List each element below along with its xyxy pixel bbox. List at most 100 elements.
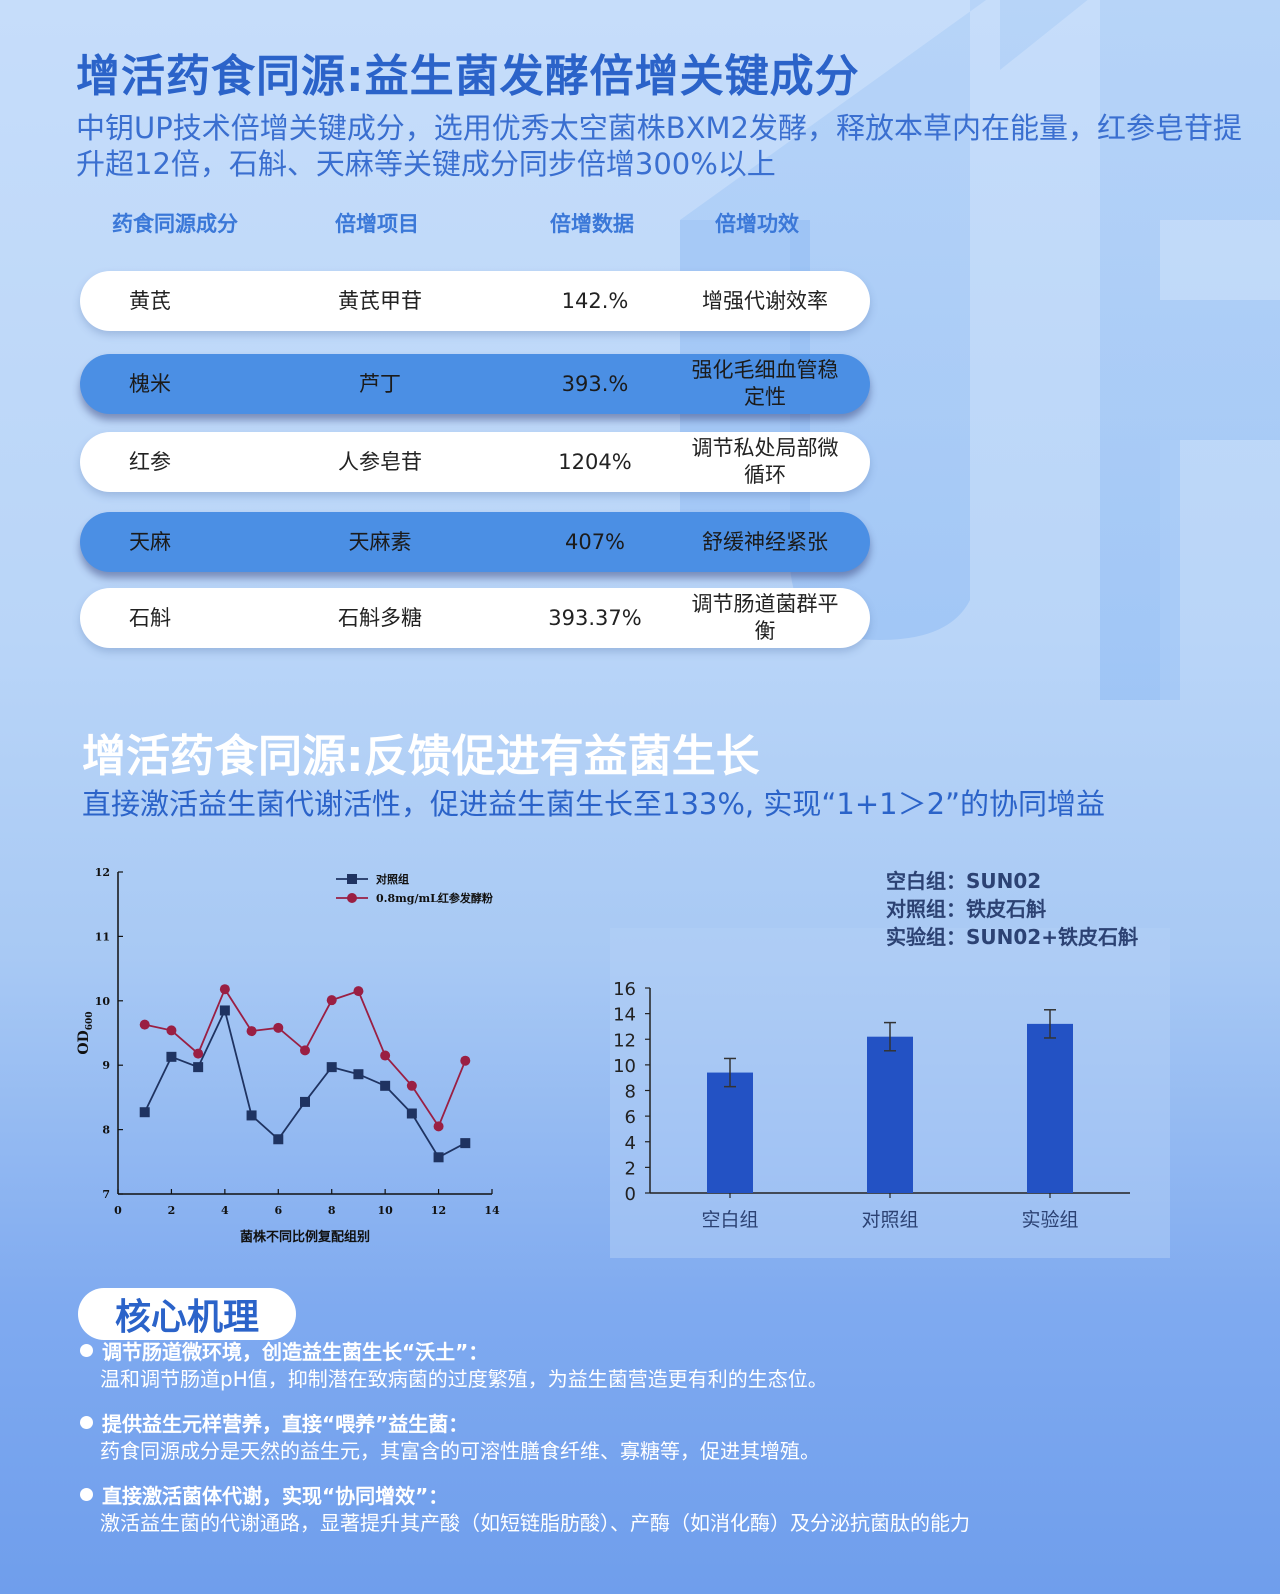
data-point bbox=[406, 1108, 417, 1119]
y-tick-label: 10 bbox=[613, 1056, 636, 1077]
data-point bbox=[460, 1055, 471, 1066]
y-axis-label: OD600 bbox=[76, 1011, 95, 1054]
y-tick-label: 11 bbox=[95, 930, 110, 943]
data-point bbox=[166, 1025, 177, 1036]
y-tick-label: 10 bbox=[95, 995, 111, 1008]
x-tick-label: 8 bbox=[328, 1204, 336, 1217]
y-tick-label: 12 bbox=[95, 868, 110, 879]
data-point bbox=[193, 1048, 204, 1059]
mechanism-item-desc: 药食同源成分是天然的益生元，其富含的可溶性膳食纤维、寡糖等，促进其增殖。 bbox=[100, 1439, 820, 1463]
bullet-dot-icon bbox=[80, 1343, 93, 1357]
legend-label: 0.8mg/mL红参发酵粉 bbox=[376, 891, 493, 905]
series-line bbox=[143, 1007, 466, 1159]
legend-marker bbox=[347, 893, 357, 903]
row-item: 石斛多糖 bbox=[338, 605, 422, 630]
y-tick-label: 8 bbox=[625, 1082, 636, 1103]
bullet-dot-icon bbox=[80, 1415, 93, 1429]
data-point bbox=[300, 1096, 310, 1107]
legend-line-text: 空白组：SUN02 bbox=[886, 869, 1041, 893]
bar bbox=[707, 1072, 753, 1193]
y-tick-label: 8 bbox=[102, 1124, 110, 1137]
section2-title: 增活药食同源:反馈促进有益菌生长 bbox=[82, 731, 760, 782]
data-point bbox=[219, 1005, 230, 1016]
x-axis-label: 菌株不同比例复配组别 bbox=[240, 1229, 370, 1245]
row-value: 1204% bbox=[558, 449, 632, 474]
row-ingredient: 红参 bbox=[129, 449, 171, 474]
x-tick-label: 10 bbox=[377, 1204, 393, 1217]
x-tick-label: 6 bbox=[274, 1204, 282, 1217]
data-point bbox=[433, 1152, 444, 1163]
mechanism-item: 直接激活菌体代谢，实现“协同增效”： 激活益生菌的代谢通路，显著提升其产酸（如短… bbox=[80, 1480, 1200, 1538]
row-effect: 调节私处局部微循环 bbox=[691, 436, 839, 487]
y-tick-label: 14 bbox=[613, 1005, 636, 1026]
section2-subtitle: 直接激活益生菌代谢活性，促进益生菌生长至133%, 实现“1+1＞2”的协同增益 bbox=[82, 787, 1106, 821]
row-value: 393.37% bbox=[548, 605, 642, 630]
mechanism-item-desc: 温和调节肠道pH值，抑制潜在致病菌的过度繁殖，为益生菌营造更有利的生态位。 bbox=[100, 1367, 828, 1391]
y-tick-label: 4 bbox=[625, 1133, 636, 1154]
x-tick-label: 4 bbox=[221, 1204, 229, 1217]
data-point bbox=[139, 1107, 150, 1118]
category-label: 空白组 bbox=[701, 1209, 758, 1231]
mechanism-item-head: 提供益生元样营养，直接“喂养”益生菌： bbox=[102, 1411, 469, 1436]
mechanism-item: 调节肠道微环境，创造益生菌生长“沃土”： 温和调节肠道pH值，抑制潜在致病菌的过… bbox=[80, 1336, 1200, 1394]
x-tick-label: 14 bbox=[484, 1204, 500, 1217]
table-row: 红参 人参皂苷 1204% 调节私处局部微循环 bbox=[80, 432, 870, 492]
row-effect: 强化毛细血管稳定性 bbox=[691, 358, 839, 409]
table-row: 天麻 天麻素 407% 舒缓神经紧张 bbox=[80, 512, 870, 572]
data-point bbox=[246, 1026, 257, 1037]
category-label: 对照组 bbox=[861, 1209, 918, 1231]
row-ingredient: 黄芪 bbox=[129, 288, 171, 313]
row-effect: 增强代谢效率 bbox=[702, 288, 828, 313]
mechanism-item: 提供益生元样营养，直接“喂养”益生菌： 药食同源成分是天然的益生元，其富含的可溶… bbox=[80, 1408, 1200, 1466]
data-point bbox=[353, 1069, 364, 1080]
data-point bbox=[139, 1019, 150, 1030]
row-item: 芦丁 bbox=[359, 371, 401, 396]
data-point bbox=[326, 1062, 337, 1073]
line-chart: 7 8 9 10 11 12 0 2 4 6 8 10 12 14 菌株不同比例复配组别 OD600 对照组 0.… bbox=[76, 868, 500, 1245]
table-header-value: 倍增数据 bbox=[550, 212, 634, 236]
row-value: 407% bbox=[564, 529, 626, 554]
data-point bbox=[246, 1110, 257, 1121]
y-tick-label: 7 bbox=[102, 1188, 110, 1201]
row-value: 393.% bbox=[561, 371, 629, 396]
data-point bbox=[380, 1080, 391, 1091]
row-ingredient: 槐米 bbox=[129, 371, 171, 396]
bar bbox=[867, 1036, 913, 1193]
data-point bbox=[406, 1080, 417, 1091]
mechanism-item-head: 直接激活菌体代谢，实现“协同增效”： bbox=[102, 1483, 449, 1508]
data-point bbox=[193, 1062, 204, 1073]
y-tick-label: 12 bbox=[613, 1030, 636, 1051]
bar bbox=[1027, 1023, 1073, 1193]
row-ingredient: 天麻 bbox=[129, 529, 171, 554]
data-point bbox=[353, 986, 364, 997]
table-row: 黄芪 黄芪甲苷 142.% 增强代谢效率 bbox=[80, 271, 870, 331]
bullet-dot-icon bbox=[80, 1487, 93, 1501]
row-ingredient: 石斛 bbox=[129, 605, 171, 630]
y-tick-label: 0 bbox=[625, 1184, 636, 1205]
table-header-effect: 倍增功效 bbox=[715, 212, 799, 236]
row-item: 黄芪甲苷 bbox=[338, 288, 422, 313]
section1-subtitle: 中钥UP技术倍增关键成分，选用优秀太空菌株BXM2发酵，释放本草内在能量，红参皂… bbox=[76, 111, 1242, 181]
mechanism-title: 核心机理 bbox=[78, 1288, 296, 1340]
y-tick-label: 2 bbox=[625, 1158, 636, 1179]
row-effect: 调节肠道菌群平衡 bbox=[691, 592, 839, 643]
row-item: 人参皂苷 bbox=[338, 449, 422, 474]
x-tick-label: 0 bbox=[114, 1204, 122, 1217]
data-point bbox=[460, 1138, 471, 1149]
y-tick-label: 6 bbox=[625, 1107, 636, 1128]
data-point bbox=[273, 1022, 284, 1033]
data-point bbox=[273, 1134, 284, 1145]
data-point bbox=[380, 1050, 391, 1061]
legend-line-text: 对照组：铁皮石斛 bbox=[886, 897, 1046, 921]
legend-line-text: 实验组：SUN02+铁皮石斛 bbox=[886, 925, 1138, 949]
legend-label: 对照组 bbox=[376, 872, 409, 886]
row-effect: 舒缓神经紧张 bbox=[702, 529, 828, 554]
y-tick-label: 16 bbox=[613, 979, 636, 1000]
table-row: 石斛 石斛多糖 393.37% 调节肠道菌群平衡 bbox=[80, 588, 870, 648]
y-tick-label: 9 bbox=[102, 1059, 110, 1072]
data-point bbox=[300, 1045, 310, 1056]
data-point bbox=[326, 995, 337, 1006]
table-header-item: 倍增项目 bbox=[335, 212, 419, 236]
data-point bbox=[219, 984, 230, 995]
